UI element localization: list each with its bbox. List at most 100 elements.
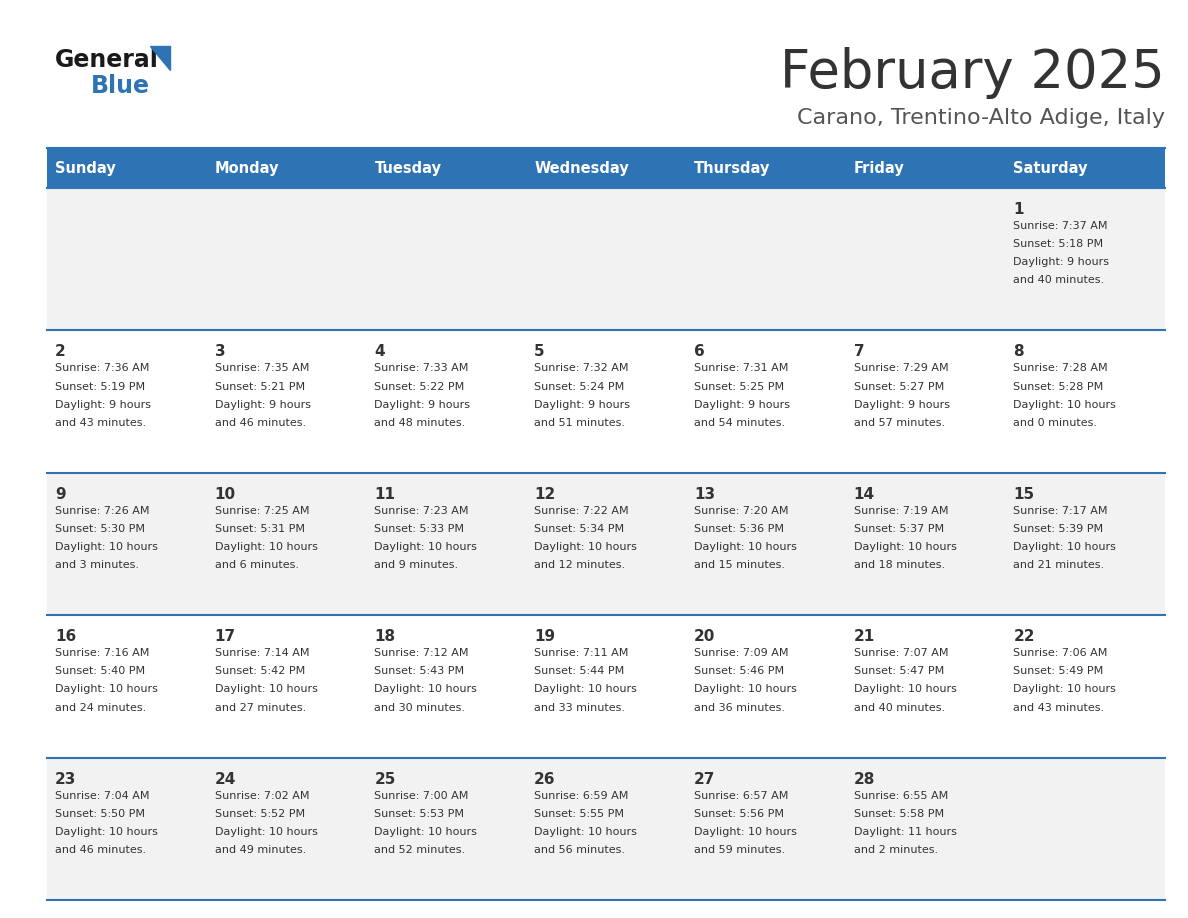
Text: Daylight: 9 hours: Daylight: 9 hours [694,399,790,409]
Text: Daylight: 10 hours: Daylight: 10 hours [215,827,317,837]
Text: Sunrise: 7:14 AM: Sunrise: 7:14 AM [215,648,309,658]
Bar [207,757,366,900]
Bar [526,473,685,615]
Text: Daylight: 9 hours: Daylight: 9 hours [215,399,311,409]
Text: Sunset: 5:37 PM: Sunset: 5:37 PM [853,524,943,534]
Text: 5: 5 [535,344,545,360]
Bar [366,148,526,188]
Text: Sunset: 5:21 PM: Sunset: 5:21 PM [215,382,305,391]
Bar [685,148,846,188]
Text: Sunrise: 7:23 AM: Sunrise: 7:23 AM [374,506,469,516]
Polygon shape [150,46,170,70]
Text: Sunrise: 7:04 AM: Sunrise: 7:04 AM [55,790,150,800]
Bar [846,330,1005,473]
Text: Sunrise: 7:25 AM: Sunrise: 7:25 AM [215,506,309,516]
Bar [1005,330,1165,473]
Text: Daylight: 10 hours: Daylight: 10 hours [694,827,797,837]
Text: 12: 12 [535,487,555,502]
Text: February 2025: February 2025 [781,47,1165,99]
Text: Daylight: 9 hours: Daylight: 9 hours [374,399,470,409]
Text: Sunset: 5:19 PM: Sunset: 5:19 PM [55,382,145,391]
Text: Sunset: 5:36 PM: Sunset: 5:36 PM [694,524,784,534]
Text: Sunset: 5:34 PM: Sunset: 5:34 PM [535,524,624,534]
Text: 20: 20 [694,629,715,644]
Text: Daylight: 10 hours: Daylight: 10 hours [1013,399,1117,409]
Text: Daylight: 10 hours: Daylight: 10 hours [1013,542,1117,552]
Text: Thursday: Thursday [694,161,770,175]
Text: Daylight: 10 hours: Daylight: 10 hours [215,685,317,695]
Bar [1005,188,1165,330]
Bar [48,757,207,900]
Bar [846,757,1005,900]
Bar [846,615,1005,757]
Text: and 56 minutes.: and 56 minutes. [535,845,625,855]
Text: 23: 23 [55,772,76,787]
Text: 14: 14 [853,487,874,502]
Bar [526,148,685,188]
Text: and 0 minutes.: and 0 minutes. [1013,418,1098,428]
Text: and 54 minutes.: and 54 minutes. [694,418,785,428]
Text: Sunrise: 7:11 AM: Sunrise: 7:11 AM [535,648,628,658]
Text: Sunrise: 7:29 AM: Sunrise: 7:29 AM [853,364,948,374]
Text: and 52 minutes.: and 52 minutes. [374,845,466,855]
Text: Saturday: Saturday [1013,161,1088,175]
Text: 22: 22 [1013,629,1035,644]
Bar [685,757,846,900]
Text: and 21 minutes.: and 21 minutes. [1013,560,1105,570]
Text: Sunrise: 7:36 AM: Sunrise: 7:36 AM [55,364,150,374]
Text: and 36 minutes.: and 36 minutes. [694,702,785,712]
Text: 26: 26 [535,772,556,787]
Text: Sunset: 5:22 PM: Sunset: 5:22 PM [374,382,465,391]
Text: Sunset: 5:25 PM: Sunset: 5:25 PM [694,382,784,391]
Text: and 33 minutes.: and 33 minutes. [535,702,625,712]
Bar [48,148,207,188]
Text: 6: 6 [694,344,704,360]
Text: Daylight: 9 hours: Daylight: 9 hours [853,399,949,409]
Bar [48,473,207,615]
Bar [526,757,685,900]
Text: and 2 minutes.: and 2 minutes. [853,845,937,855]
Text: 7: 7 [853,344,864,360]
Text: and 6 minutes.: and 6 minutes. [215,560,298,570]
Text: Sunrise: 6:59 AM: Sunrise: 6:59 AM [535,790,628,800]
Text: Sunset: 5:50 PM: Sunset: 5:50 PM [55,809,145,819]
Text: and 57 minutes.: and 57 minutes. [853,418,944,428]
Text: Sunrise: 7:20 AM: Sunrise: 7:20 AM [694,506,789,516]
Text: Sunset: 5:33 PM: Sunset: 5:33 PM [374,524,465,534]
Text: 21: 21 [853,629,874,644]
Text: Sunset: 5:58 PM: Sunset: 5:58 PM [853,809,943,819]
Text: and 46 minutes.: and 46 minutes. [215,418,305,428]
Text: Sunrise: 7:07 AM: Sunrise: 7:07 AM [853,648,948,658]
Bar [366,188,526,330]
Bar [366,757,526,900]
Bar [685,330,846,473]
Bar [685,615,846,757]
Text: Sunset: 5:24 PM: Sunset: 5:24 PM [535,382,625,391]
Bar [846,148,1005,188]
Text: and 40 minutes.: and 40 minutes. [853,702,944,712]
Text: 18: 18 [374,629,396,644]
Bar [685,188,846,330]
Text: and 30 minutes.: and 30 minutes. [374,702,466,712]
Text: Sunrise: 6:55 AM: Sunrise: 6:55 AM [853,790,948,800]
Text: and 15 minutes.: and 15 minutes. [694,560,785,570]
Text: 1: 1 [1013,202,1024,217]
Text: Sunset: 5:46 PM: Sunset: 5:46 PM [694,666,784,677]
Bar [48,188,207,330]
Text: Daylight: 10 hours: Daylight: 10 hours [55,685,158,695]
Bar [846,188,1005,330]
Text: Sunrise: 6:57 AM: Sunrise: 6:57 AM [694,790,788,800]
Text: Sunday: Sunday [55,161,115,175]
Text: Daylight: 10 hours: Daylight: 10 hours [853,685,956,695]
Bar [207,473,366,615]
Text: Sunset: 5:30 PM: Sunset: 5:30 PM [55,524,145,534]
Text: General: General [55,48,159,72]
Text: Sunrise: 7:35 AM: Sunrise: 7:35 AM [215,364,309,374]
Bar [526,188,685,330]
Text: Sunrise: 7:06 AM: Sunrise: 7:06 AM [1013,648,1107,658]
Bar [366,473,526,615]
Text: Sunset: 5:40 PM: Sunset: 5:40 PM [55,666,145,677]
Text: and 48 minutes.: and 48 minutes. [374,418,466,428]
Text: Daylight: 9 hours: Daylight: 9 hours [55,399,151,409]
Bar [1005,148,1165,188]
